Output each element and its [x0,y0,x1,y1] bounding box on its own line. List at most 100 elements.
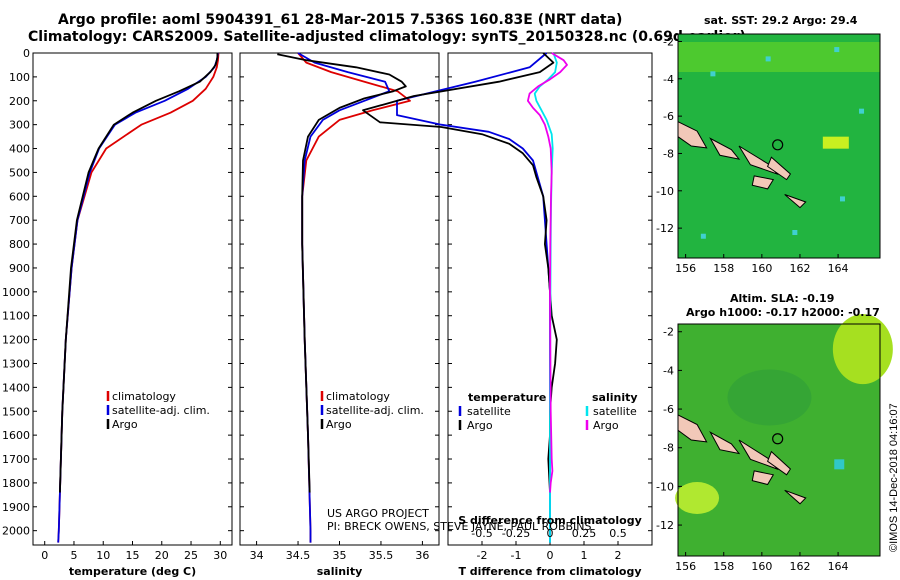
map-lon-label: 162 [789,560,810,573]
island [784,489,807,505]
depth-tick-label: 1100 [2,310,30,323]
x-tick-label: 0 [41,549,48,562]
depth-tick-label: 1900 [2,501,30,514]
salinity-panel: 34 34.5 35 35.5 36 salinity [239,52,440,578]
x-tick-label: 0 [547,549,554,562]
credit-line2: PI: BRECK OWENS, STEVE JAYNE, PAUL ROBBI… [327,520,592,533]
legend-label: satellite-adj. clim. [326,404,424,417]
salinity-xlabel: salinity [317,565,363,578]
map-lon-label: 160 [751,262,772,275]
x-tick-label: 30 [213,549,227,562]
legend-label: Argo [593,419,619,432]
island [709,431,741,455]
sla-map-title: Altim. SLA: -0.19 [730,292,835,305]
map-lat-label: -2 [663,35,674,48]
map-lat-label: -2 [663,326,674,339]
figure-title-line2: Climatology: CARS2009. Satellite-adjuste… [28,29,746,45]
temperature-panel: 0100200300400500600700800900100011001200… [2,47,233,578]
map-lat-label: -6 [663,403,674,416]
depth-tick-label: 1700 [2,453,30,466]
map-lat-label: -4 [663,73,674,86]
depth-tick-label: 200 [9,95,30,108]
legend-label: Argo [326,418,352,431]
legend-label: Argo [467,419,493,432]
depth-tick-label: 1400 [2,381,30,394]
temperature-xlabel: temperature (deg C) [69,565,196,578]
depth-tick-label: 800 [9,238,30,251]
map-lon-label: 158 [713,560,734,573]
temperature-frame [32,52,233,546]
legend-label: climatology [326,390,390,403]
sst-map: 156 158 160 162 164 -2 -4 -6 -8 -10 -12 [656,33,881,275]
sst-cool-pixel [839,196,845,202]
x-tick-label: 10 [96,549,110,562]
map-lon-label: 156 [675,262,696,275]
sla-high-patch [675,482,720,514]
depth-tick-label: 1800 [2,477,30,490]
map-lon-label: 158 [713,262,734,275]
top-tick-label: 0 [547,527,554,540]
depth-tick-label: 100 [9,71,30,84]
sla-map-subtitle: Argo h1000: -0.17 h2000: -0.17 [686,306,880,319]
x-tick-label: 34 [250,549,264,562]
legend-label: climatology [112,390,176,403]
map-frame [677,33,881,259]
sla-cyan-pixel [834,459,845,470]
sst-warm-patch [822,136,849,149]
legend-label: satellite [467,405,511,418]
sst-cool-pixel [792,230,798,235]
x-tick-label: -2 [477,549,488,562]
map-lat-label: -8 [663,442,674,455]
series-line [362,52,558,493]
sla-low-patch [727,369,812,426]
map-lat-label: -10 [656,185,674,198]
map-lon-label: 164 [828,560,849,573]
x-tick-label: 34.5 [286,549,311,562]
difference-xlabel: T difference from climatology [458,565,641,578]
map-lat-label: -8 [663,147,674,160]
top-tick-label: 0.5 [609,527,627,540]
legend-label: Argo [112,418,138,431]
map-lat-label: -10 [656,480,674,493]
depth-tick-label: 400 [9,143,30,156]
sla-high-patch [832,314,893,385]
depth-tick-label: 1200 [2,334,30,347]
sla-map: 156 158 160 162 164 -2 -4 -6 -8 -10 -12 [656,314,893,573]
x-tick-label: 20 [155,549,169,562]
difference-panel: -2 -1 0 1 2 T difference from climatology [362,52,653,578]
depth-tick-label: 1500 [2,405,30,418]
sst-cool-pixel [859,108,865,114]
island [751,175,775,190]
sst-map-title: sat. SST: 29.2 Argo: 29.4 [704,14,858,27]
map-lon-label: 164 [828,262,849,275]
x-tick-label: 25 [184,549,198,562]
difference-top-axis-label: S difference from climatology [458,514,642,527]
depth-tick-label: 600 [9,190,30,203]
sst-cool-pixel [710,71,716,77]
depth-tick-label: 300 [9,119,30,132]
map-lon-label: 162 [789,262,810,275]
sst-cool-pixel [834,47,840,53]
series-line [527,52,568,493]
x-tick-label: 1 [581,549,588,562]
legend-label: satellite [593,405,637,418]
map-lon-label: 156 [675,560,696,573]
island [784,194,807,209]
depth-tick-label: 2000 [2,525,30,538]
map-lat-label: -4 [663,364,674,377]
series-line [277,53,407,493]
island [766,156,792,181]
depth-tick-label: 1300 [2,357,30,370]
legend-title: temperature [468,391,546,404]
salinity-frame [239,52,440,546]
depth-tick-label: 0 [23,47,30,60]
legend-title: salinity [592,391,638,404]
depth-tick-label: 1000 [2,286,30,299]
sst-warm-band [678,42,880,72]
legend-label: satellite-adj. clim. [112,404,210,417]
imos-watermark: ©IMOS 14-Dec-2018 04:16:07 [888,403,900,552]
x-tick-label: 35 [333,549,347,562]
depth-tick-label: 700 [9,214,30,227]
map-lat-label: -6 [663,110,674,123]
